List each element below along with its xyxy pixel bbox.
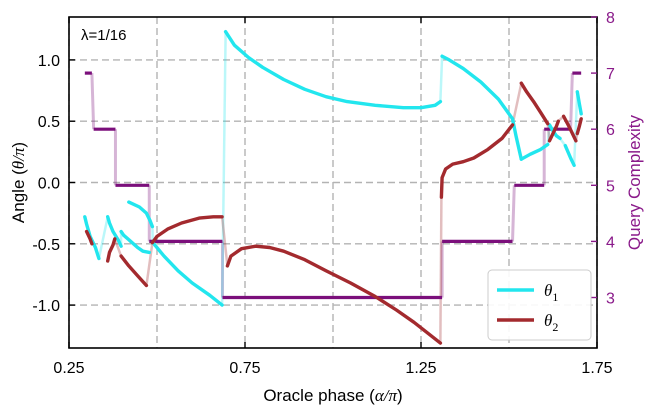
x-axis-title: Oracle phase (α/π): [263, 386, 402, 405]
theta2-curve: [119, 254, 149, 288]
grid: [68, 17, 598, 348]
x-tick-label: 0.25: [53, 360, 84, 377]
theta1-curve: [105, 215, 123, 248]
theta1-curve: [127, 200, 155, 229]
y-tick-label-left: -0.5: [32, 237, 60, 254]
ticks: 0.25 0.75 1.25 1.75 1.0 0.5 0.0 -0.5 -1.0 3 4 5 6 7 8: [32, 10, 615, 377]
theta2-curve: [575, 117, 583, 136]
theta1-curve: [151, 240, 224, 307]
y-tick-label-right: 4: [606, 234, 615, 251]
y-tick-label-right: 3: [606, 291, 615, 308]
theta2-curve: [519, 81, 550, 126]
theta1-curve: [510, 117, 523, 161]
complexity-jump: [569, 73, 574, 130]
theta2-jump: [220, 216, 229, 266]
y-tick-label-right: 7: [606, 66, 615, 83]
y-tick-label-right: 8: [606, 10, 615, 27]
y-tick-label-right: 6: [606, 122, 615, 139]
complexity-jump: [90, 73, 96, 130]
y-tick-label-left: 1.0: [38, 53, 60, 70]
x-tick-label: 0.75: [229, 360, 260, 377]
y-tick-label-left: 0.0: [38, 176, 60, 193]
theta1-curve: [83, 215, 101, 261]
y-axis-right-title: Query Complexity: [625, 114, 644, 250]
y-tick-label-left: 0.5: [38, 114, 60, 131]
theta1-curve: [563, 143, 576, 168]
y-tick-label-left: -1.0: [32, 298, 60, 315]
theta2-curve: [547, 119, 560, 143]
theta1-jump: [97, 216, 109, 259]
theta1-curve: [519, 142, 550, 161]
theta2-curve: [84, 229, 94, 246]
theta1-jump: [220, 31, 227, 306]
legend-label: θ1: [544, 281, 558, 304]
series-layer: [83, 30, 583, 345]
lambda-annotation: λ=1/16: [81, 27, 126, 44]
theta2-curve: [225, 244, 443, 345]
legend-box: [487, 269, 592, 341]
theta2-jump: [439, 197, 443, 344]
theta1-curve: [575, 90, 583, 116]
complexity-jump: [511, 185, 516, 242]
x-tick-label: 1.25: [405, 360, 436, 377]
theta1-curve: [440, 54, 515, 121]
theta1-curve: [223, 30, 443, 110]
theta1-curve: [119, 229, 152, 255]
legend-label: θ2: [544, 311, 558, 334]
x-tick-label: 1.75: [581, 360, 612, 377]
theta2-jump: [145, 242, 154, 286]
theta1-jump: [572, 91, 579, 166]
theta2-curve: [561, 114, 578, 143]
y-tick-label-right: 5: [606, 178, 615, 195]
theta1-jump: [439, 56, 444, 102]
theta2-curve: [105, 237, 117, 263]
y-axis-left-title: Angle (θ/π): [9, 142, 28, 223]
theta2-curve: [439, 123, 515, 199]
theta2-jump: [113, 238, 123, 257]
theta2-curve: [150, 215, 224, 245]
theta2-jump: [511, 82, 523, 126]
